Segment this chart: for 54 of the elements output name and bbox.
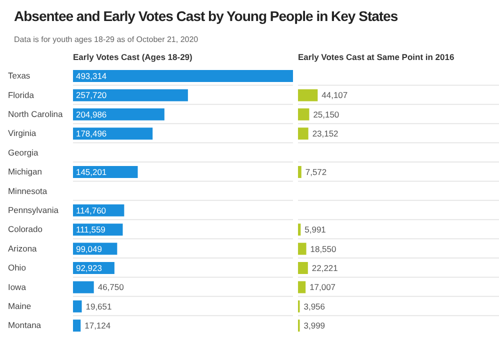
bar — [73, 281, 94, 294]
data-label: 19,651 — [86, 301, 112, 312]
y-tick-label: Arizona — [8, 243, 38, 254]
bar — [298, 89, 318, 102]
data-label: 178,496 — [76, 128, 107, 139]
data-label: 46,750 — [98, 282, 124, 292]
y-tick-label: Maine — [8, 300, 32, 311]
bar — [298, 128, 308, 140]
data-label: 17,124 — [84, 320, 111, 331]
data-label: 257,720 — [76, 90, 107, 100]
bar — [298, 242, 306, 255]
y-tick-label: Georgia — [8, 147, 38, 158]
data-label: 92,923 — [76, 262, 102, 273]
bar — [298, 281, 306, 294]
data-label: 3,999 — [304, 320, 326, 331]
data-label: 17,007 — [310, 282, 336, 292]
data-label: 99,049 — [76, 244, 102, 254]
data-label: 111,559 — [76, 224, 106, 235]
y-tick-label: Iowa — [8, 282, 26, 292]
y-tick-label: Pennsylvania — [8, 204, 59, 215]
y-tick-label: North Carolina — [8, 108, 63, 119]
data-label: 23,152 — [312, 128, 339, 139]
x-axis-title: Early Votes Cast at Same Point in 2016 — [298, 52, 454, 62]
data-label: 204,986 — [76, 109, 107, 120]
data-label: 3,956 — [304, 301, 326, 312]
bar — [298, 108, 310, 120]
y-tick-label: Colorado — [8, 224, 43, 234]
y-tick-label: Montana — [8, 320, 42, 330]
chart-title: Absentee and Early Votes Cast by Young People in Key States — [14, 8, 398, 24]
bar — [73, 320, 81, 332]
data-label: 145,201 — [76, 166, 107, 177]
y-tick-label: Virginia — [8, 128, 36, 138]
chart-subtitle: Data is for youth ages 18-29 as of October 21, 2020 — [14, 35, 198, 44]
bar — [298, 224, 301, 236]
y-tick-label: Ohio — [8, 262, 26, 273]
y-tick-label: Minnesota — [8, 186, 48, 196]
bar — [73, 89, 188, 102]
data-label: 18,550 — [310, 244, 337, 254]
bar — [73, 108, 164, 120]
y-tick-label: Florida — [8, 90, 34, 100]
data-label: 493,314 — [76, 70, 107, 81]
data-label: 44,107 — [322, 90, 348, 100]
bar — [298, 262, 308, 274]
data-label: 5,991 — [304, 224, 326, 235]
x-axis-title: Early Votes Cast (Ages 18-29) — [73, 52, 192, 62]
data-label: 7,572 — [305, 166, 327, 177]
data-label: 114,760 — [76, 205, 106, 216]
y-tick-label: Michigan — [8, 166, 42, 177]
bar — [298, 166, 302, 178]
bar — [73, 300, 82, 312]
y-tick-label: Texas — [8, 70, 30, 81]
bar — [73, 70, 293, 82]
data-label: 22,221 — [312, 262, 338, 273]
data-label: 25,150 — [313, 109, 340, 120]
